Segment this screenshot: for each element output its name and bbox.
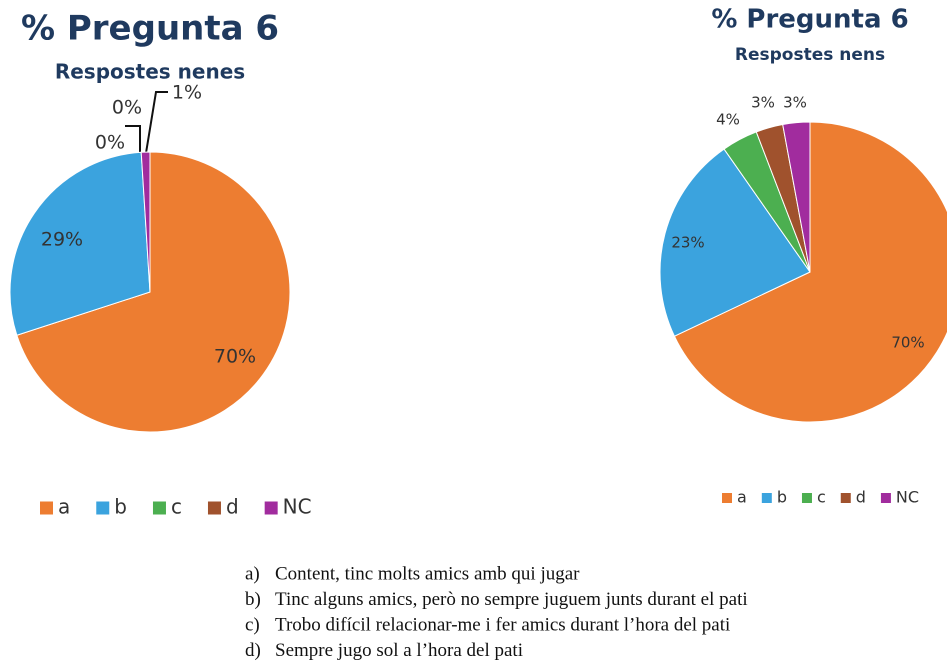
data-label: 70% [214, 346, 256, 368]
legend-swatch [840, 493, 851, 503]
legend-label: a [737, 488, 747, 507]
chart-title: % Pregunta 6 [21, 9, 279, 49]
legend-swatch [40, 501, 53, 515]
legend-label: d [856, 488, 866, 507]
legend-label: NC [283, 495, 312, 519]
legend-label: b [114, 495, 127, 519]
legend-label: c [171, 495, 182, 519]
chart-title: % Pregunta 6 [711, 5, 908, 35]
data-label: 29% [41, 229, 83, 251]
legend-label: NC [896, 488, 919, 507]
data-label: 3% [783, 94, 807, 112]
legend-swatch [761, 493, 772, 503]
legend-label: a [58, 495, 70, 519]
option-text: Sempre jugo sol a l’hora del pati [275, 640, 523, 661]
data-label: 23% [671, 234, 704, 252]
data-label: 0% [95, 132, 125, 154]
legend-swatch [96, 501, 110, 515]
legend-swatch [722, 493, 732, 503]
option-letter: a) [245, 563, 260, 584]
pie-slice [673, 121, 947, 423]
leader-line [145, 91, 168, 154]
option-text: Content, tinc molts amics amb qui jugar [275, 563, 580, 584]
pie-slice [782, 121, 811, 273]
data-label: 3% [751, 94, 775, 112]
pie-slice [659, 148, 811, 337]
legend-label: d [226, 495, 239, 519]
data-label: 0% [112, 97, 142, 119]
option-letter: b) [245, 589, 261, 610]
legend-label: b [777, 488, 787, 507]
legend-swatch [152, 501, 166, 515]
legend-label: c [817, 488, 826, 507]
leader-line [125, 125, 141, 153]
option-text: Tinc alguns amics, però no sempre juguem… [275, 589, 748, 610]
data-label: 1% [172, 82, 202, 104]
option-text: Trobo difícil relacionar-me i fer amics … [275, 614, 730, 635]
chart-subtitle: Respostes nenes [55, 60, 245, 84]
legend-swatch [264, 501, 278, 515]
chart-subtitle: Respostes nens [735, 45, 885, 65]
legend-swatch [880, 493, 891, 503]
pie-slice [16, 151, 291, 433]
pie-slice [9, 151, 151, 336]
option-letter: c) [245, 614, 260, 635]
data-label: 70% [891, 334, 924, 352]
pie-slice [140, 151, 151, 293]
data-label: 4% [716, 111, 740, 129]
legend-swatch [207, 501, 221, 515]
option-letter: d) [245, 640, 261, 661]
legend-swatch [801, 493, 812, 503]
